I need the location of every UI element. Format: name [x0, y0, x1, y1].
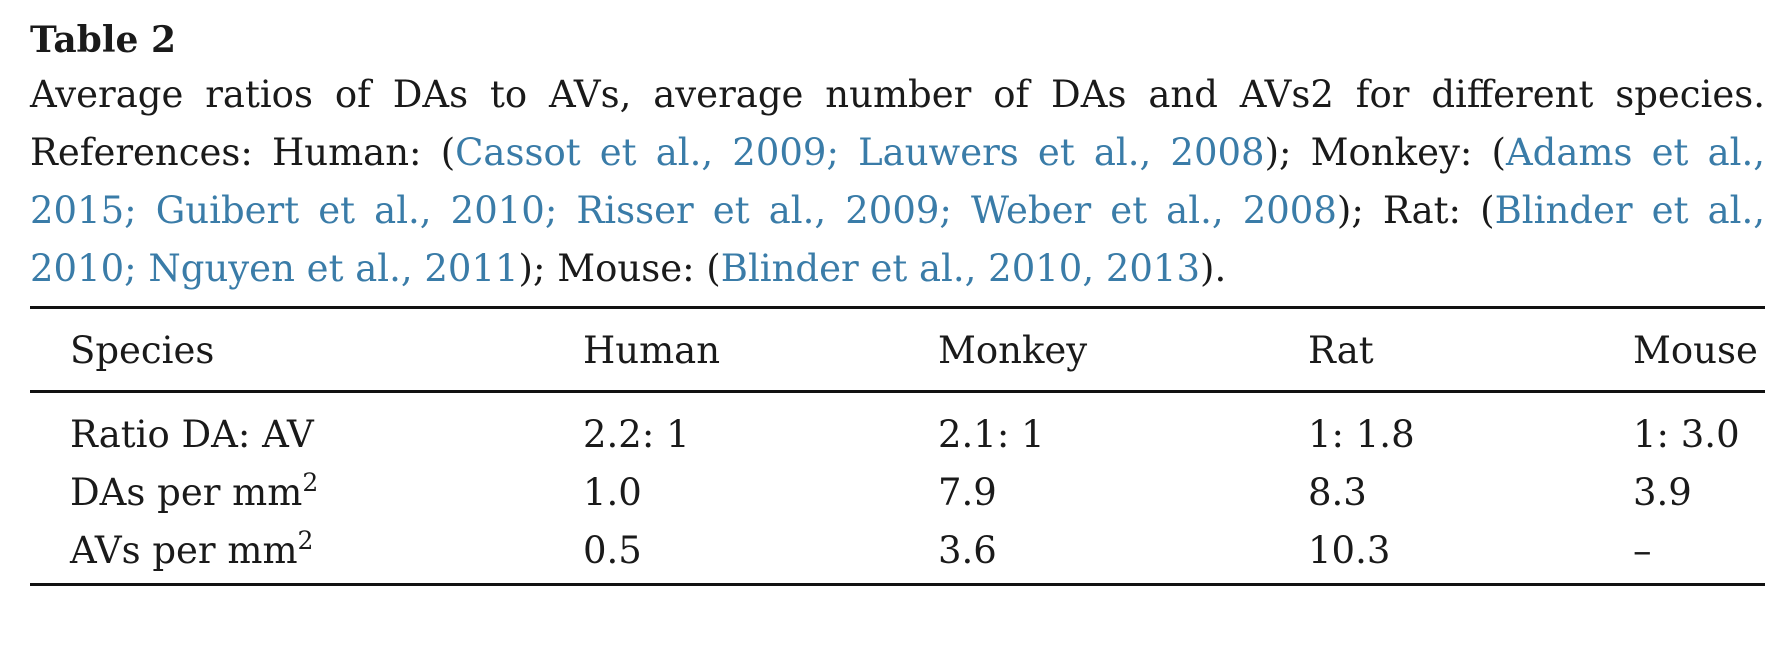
- column-header-human: Human: [583, 309, 938, 393]
- row-label: DAs per mm2: [30, 463, 583, 521]
- column-header-rat: Rat: [1308, 309, 1633, 393]
- column-header-monkey: Monkey: [938, 309, 1308, 393]
- table-row: Ratio DA: AV 2.2: 1 2.1: 1 1: 1.8 1: 3.0: [30, 392, 1765, 464]
- data-table: Species Human Monkey Rat Mouse Ratio DA:…: [30, 309, 1765, 583]
- table-cell: 2.1: 1: [938, 412, 1045, 456]
- table-cell: 1: 1.8: [1308, 412, 1415, 456]
- table-row: AVs per mm2 0.5 3.6 10.3 –: [30, 521, 1765, 583]
- row-label: Ratio DA: AV: [30, 392, 583, 464]
- column-header-species: Species: [30, 309, 583, 393]
- table-cell: 2.2: 1: [583, 412, 690, 456]
- data-table-wrapper: Species Human Monkey Rat Mouse Ratio DA:…: [30, 306, 1765, 586]
- row-label-superscript: 2: [302, 467, 319, 497]
- row-label: AVs per mm2: [30, 521, 583, 583]
- column-header-mouse: Mouse: [1633, 309, 1765, 393]
- caption-text: ); Mouse: (: [518, 247, 721, 290]
- reference-link-human[interactable]: Cassot et al., 2009; Lauwers et al., 200…: [455, 131, 1265, 174]
- table-cell: 7.9: [938, 470, 997, 514]
- table-header-row: Species Human Monkey Rat Mouse: [30, 309, 1765, 393]
- reference-link-mouse[interactable]: Blinder et al., 2010, 2013: [720, 247, 1201, 290]
- table-label: Table 2: [30, 19, 177, 61]
- table-caption: Average ratios of DAs to AVs, average nu…: [30, 66, 1765, 298]
- table-cell: 3.9: [1633, 470, 1692, 514]
- table-cell: 3.6: [938, 528, 997, 572]
- caption-text: ); Monkey: (: [1264, 131, 1506, 174]
- row-label-text: DAs per mm: [70, 470, 303, 514]
- reference-link-rat[interactable]: Blinder et al., 2010; Nguyen et al., 201…: [30, 189, 1765, 290]
- row-label-superscript: 2: [297, 525, 314, 555]
- table-cell: 0.5: [583, 528, 642, 572]
- table-row: DAs per mm2 1.0 7.9 8.3 3.9: [30, 463, 1765, 521]
- reference-link-monkey[interactable]: Adams et al., 2015; Guibert et al., 2010…: [30, 131, 1765, 232]
- caption-text: ).: [1200, 247, 1227, 290]
- table-cell: –: [1633, 528, 1652, 572]
- row-label-text: Ratio DA: AV: [70, 412, 314, 456]
- table-cell: 10.3: [1308, 528, 1391, 572]
- caption-text: ); Rat: (: [1336, 189, 1495, 232]
- table-container: Table 2 Average ratios of DAs to AVs, av…: [30, 14, 1765, 586]
- table-cell: 8.3: [1308, 470, 1367, 514]
- caption-text: Average ratios of DAs to AVs, average nu…: [30, 73, 1765, 174]
- row-label-text: AVs per mm: [70, 528, 298, 572]
- table-cell: 1.0: [583, 470, 642, 514]
- table-cell: 1: 3.0: [1633, 412, 1740, 456]
